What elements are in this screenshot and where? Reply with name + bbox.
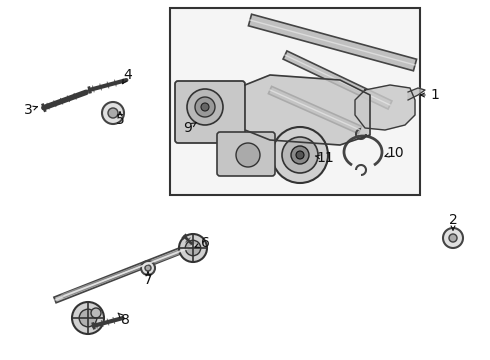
Polygon shape bbox=[54, 242, 196, 303]
Circle shape bbox=[72, 302, 104, 334]
Polygon shape bbox=[355, 85, 415, 130]
Polygon shape bbox=[408, 88, 425, 100]
Circle shape bbox=[449, 234, 457, 242]
Circle shape bbox=[236, 143, 260, 167]
Circle shape bbox=[282, 137, 318, 173]
Circle shape bbox=[179, 234, 207, 262]
Circle shape bbox=[291, 146, 309, 164]
Circle shape bbox=[443, 228, 463, 248]
Circle shape bbox=[79, 309, 97, 327]
Text: 11: 11 bbox=[316, 151, 334, 165]
Polygon shape bbox=[248, 14, 416, 71]
Text: 6: 6 bbox=[200, 236, 209, 250]
Polygon shape bbox=[283, 51, 392, 109]
Circle shape bbox=[185, 240, 201, 256]
FancyBboxPatch shape bbox=[175, 81, 245, 143]
Circle shape bbox=[102, 102, 124, 124]
Circle shape bbox=[296, 151, 304, 159]
Polygon shape bbox=[269, 86, 362, 134]
Text: 3: 3 bbox=[24, 103, 32, 117]
Text: 2: 2 bbox=[449, 213, 457, 227]
Text: 5: 5 bbox=[116, 113, 124, 127]
Circle shape bbox=[272, 127, 328, 183]
FancyBboxPatch shape bbox=[217, 132, 275, 176]
Circle shape bbox=[108, 108, 118, 118]
Text: 8: 8 bbox=[121, 313, 129, 327]
Polygon shape bbox=[62, 248, 188, 297]
Text: 9: 9 bbox=[184, 121, 193, 135]
Circle shape bbox=[187, 89, 223, 125]
Text: 10: 10 bbox=[386, 146, 404, 160]
Circle shape bbox=[141, 261, 155, 275]
Bar bbox=[170, 8, 420, 195]
Text: 1: 1 bbox=[431, 88, 440, 102]
Text: 7: 7 bbox=[144, 273, 152, 287]
Polygon shape bbox=[245, 75, 370, 145]
Circle shape bbox=[91, 308, 101, 318]
Circle shape bbox=[201, 103, 209, 111]
Circle shape bbox=[195, 97, 215, 117]
Text: 4: 4 bbox=[123, 68, 132, 82]
Circle shape bbox=[145, 265, 151, 271]
